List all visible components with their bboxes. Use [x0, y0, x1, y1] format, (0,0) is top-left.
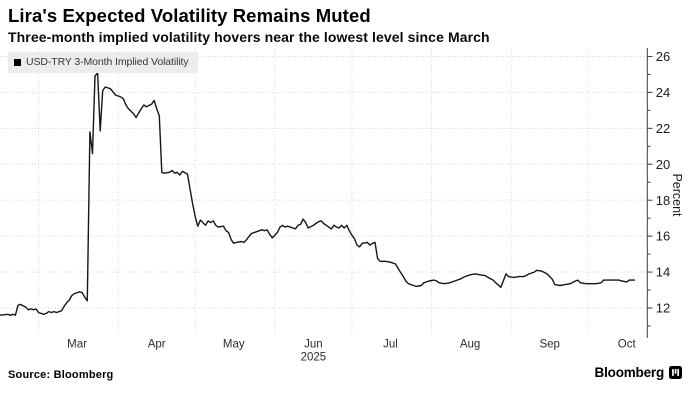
legend-swatch-icon — [14, 58, 21, 66]
bloomberg-wordmark: Bloomberg — [594, 365, 665, 380]
y-axis-title: Percent — [670, 173, 684, 217]
bloomberg-logo: Bloomberg — [595, 365, 682, 380]
source-note: Source: Bloomberg — [8, 369, 114, 381]
x-tick-label: Jul — [383, 339, 398, 351]
y-tick-label: 16 — [656, 229, 670, 244]
bloomberg-mark-icon — [669, 366, 682, 379]
legend: USD-TRY 3-Month Implied Volatility — [8, 52, 198, 73]
y-tick-label: 18 — [656, 193, 670, 208]
x-tick-label: Mar — [67, 339, 87, 351]
x-tick-label: Aug — [460, 339, 480, 351]
legend-label: USD-TRY 3-Month Implied Volatility — [26, 56, 189, 68]
x-tick-label: May — [223, 339, 245, 351]
x-year-label: 2025 — [301, 352, 327, 364]
y-tick-label: 24 — [656, 85, 670, 100]
x-tick-label: Apr — [148, 339, 166, 351]
y-tick-label: 14 — [656, 265, 670, 280]
x-tick-label: Oct — [618, 339, 637, 351]
y-tick-label: 26 — [656, 49, 670, 64]
volatility-line — [0, 71, 636, 316]
y-tick-label: 22 — [656, 121, 670, 136]
page-subtitle: Three-month implied volatility hovers ne… — [8, 29, 490, 45]
y-tick-label: 12 — [656, 301, 670, 316]
x-tick-label: Jun — [304, 339, 323, 351]
page-title: Lira's Expected Volatility Remains Muted — [8, 5, 371, 26]
y-tick-label: 20 — [656, 157, 670, 172]
x-tick-label: Sep — [539, 339, 559, 351]
